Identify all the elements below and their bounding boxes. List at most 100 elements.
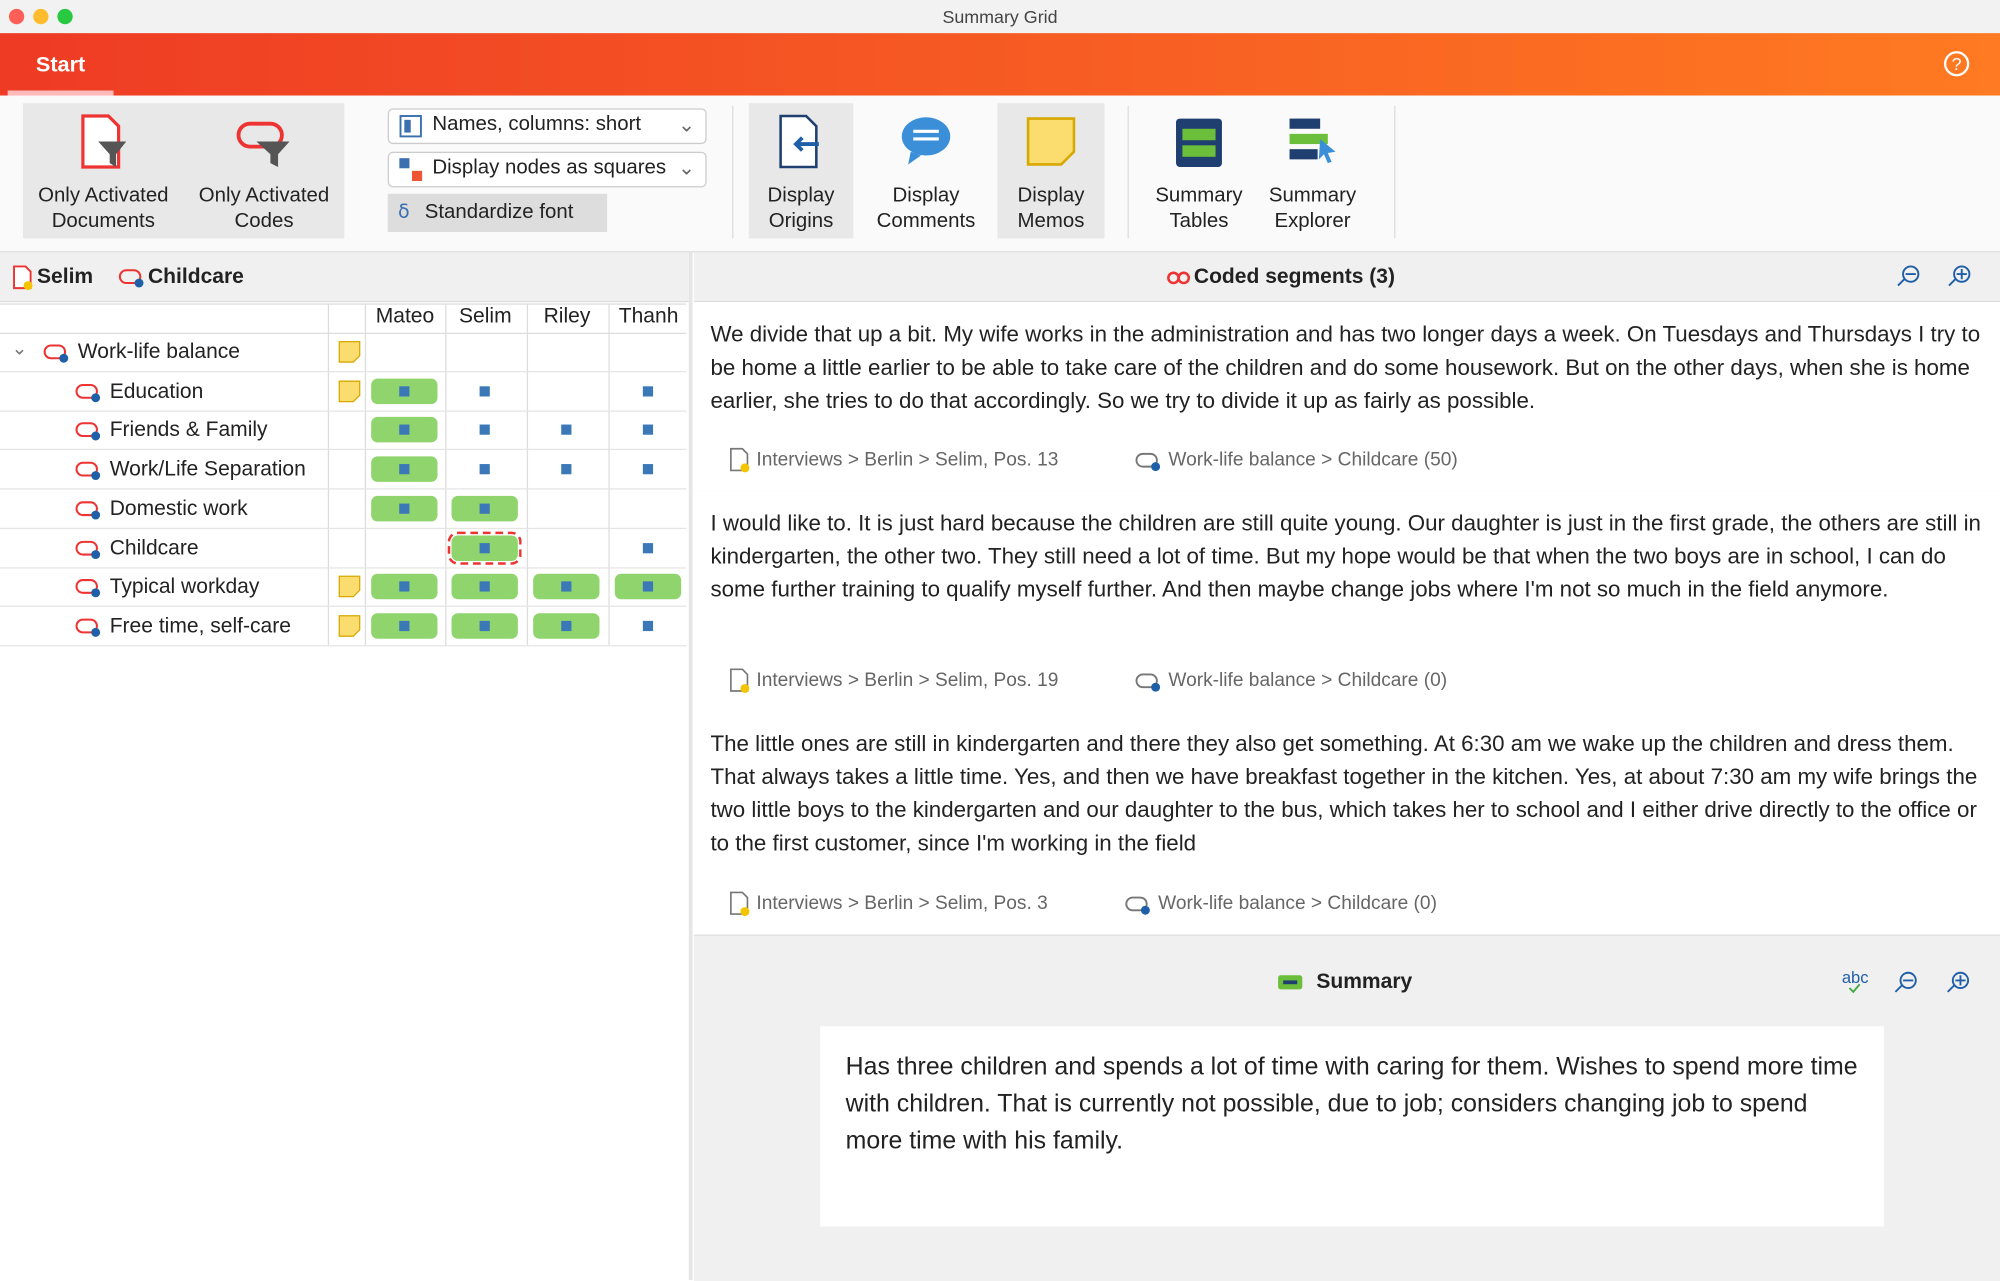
code-icon <box>75 616 103 645</box>
dropdown-nodes[interactable]: Display nodes as squares ⌄ <box>387 151 707 188</box>
column-header[interactable]: Riley <box>543 304 591 328</box>
segment-square <box>642 542 654 553</box>
grid-row[interactable]: Free time, self-care <box>0 607 687 647</box>
code-label: Childcare <box>109 536 199 560</box>
filter-group <box>22 103 345 239</box>
ribbon-button[interactable]: Only Activated Documents <box>26 113 182 240</box>
ribbon-button[interactable]: Only Activated Codes <box>186 113 342 240</box>
grid-column-divider <box>608 303 610 646</box>
button-label: Codes <box>234 210 294 233</box>
button-label: Only Activated <box>198 184 330 207</box>
ribbon-button[interactable]: Display Origins <box>749 113 854 240</box>
segment-square <box>642 425 654 436</box>
coded-segment[interactable]: We divide that up a bit. My wife works i… <box>693 302 2000 498</box>
segment-square <box>642 464 654 475</box>
segment-square <box>642 620 654 631</box>
ribbon-button[interactable]: Display Memos <box>997 113 1104 240</box>
grid-row[interactable]: ⌄ Work-life balance <box>0 333 687 373</box>
segments-title: Coded segments (3) <box>1193 265 1396 289</box>
code-label: Work/Life Separation <box>109 457 306 481</box>
coded-segment[interactable]: I would like to. It is just hard because… <box>693 490 2000 718</box>
button-label: Origins <box>768 210 834 233</box>
ribbon-button[interactable]: Summary Tables <box>1142 113 1257 240</box>
source-icon <box>728 447 751 479</box>
segment-text: I would like to. It is just hard because… <box>710 509 1981 602</box>
zoom-buttons[interactable] <box>1895 263 1984 291</box>
document-name: Selim <box>36 265 94 289</box>
button-label: Only Activated <box>38 184 169 207</box>
segment-square <box>561 425 572 436</box>
grid-row[interactable]: Education <box>0 372 687 412</box>
grid-row[interactable]: Typical workday <box>0 568 687 608</box>
code-icon <box>75 498 103 527</box>
button-icon <box>749 113 854 178</box>
grid-column-divider <box>526 303 529 646</box>
summary-grid: Mateo Selim Riley Thanh ⌄ Work-life balance Ed… <box>0 303 687 647</box>
button-label: Tables <box>1169 210 1229 233</box>
segment-square <box>561 464 572 475</box>
button-icon <box>1142 113 1257 178</box>
column-header[interactable]: Mateo <box>375 304 435 328</box>
segment-square <box>399 581 410 592</box>
code-label: Education <box>109 379 204 403</box>
segment-square <box>399 425 410 436</box>
segment-square <box>399 503 410 514</box>
code-icon <box>43 342 71 371</box>
ribbon-button[interactable]: Summary Explorer <box>1255 113 1370 240</box>
segment-square <box>399 620 410 631</box>
segment-square <box>561 620 572 631</box>
column-header[interactable]: Thanh <box>618 304 679 328</box>
grid-column-divider <box>364 303 367 646</box>
button-icon <box>26 113 182 178</box>
dropdown-label: Display nodes as squares <box>432 156 667 179</box>
segment-code[interactable]: Work-life balance > Childcare (0) <box>1158 892 1437 915</box>
memo-column-divider <box>327 303 330 646</box>
column-header[interactable]: Selim <box>459 304 512 328</box>
segment-source[interactable]: Interviews > Berlin > Selim, Pos. 13 <box>756 448 1059 471</box>
grid-row[interactable]: Work/Life Separation <box>0 450 687 490</box>
button-label: Display <box>892 184 960 207</box>
button-icon <box>997 113 1104 178</box>
segment-code[interactable]: Work-life balance > Childcare (0) <box>1168 669 1448 691</box>
button-label: Summary <box>1268 184 1357 207</box>
tab-start[interactable]: Start <box>7 33 114 96</box>
summary-tools[interactable]: abc <box>1839 968 1984 999</box>
title-bar: Summary Grid <box>0 0 2000 34</box>
coded-segment[interactable]: The little ones are still in kindergarte… <box>693 711 2000 941</box>
segment-code[interactable]: Work-life balance > Childcare (50) <box>1168 448 1458 471</box>
grid-row[interactable]: Friends & Family <box>0 411 687 451</box>
code-icon <box>1135 671 1163 700</box>
memo-icon <box>338 575 361 604</box>
segments-header: Coded segments (3) <box>693 252 2000 303</box>
button-icon <box>1255 113 1370 178</box>
dropdown-names[interactable]: Names, columns: short ⌄ <box>387 108 707 145</box>
code-icon <box>75 381 103 410</box>
window-title: Summary Grid <box>942 6 1058 27</box>
grid-row[interactable]: Childcare <box>0 528 687 568</box>
code-label: Work-life balance <box>77 340 241 364</box>
segment-square <box>561 581 572 592</box>
standardize-font[interactable]: ẟ Standardize font <box>387 193 608 233</box>
segment-source[interactable]: Interviews > Berlin > Selim, Pos. 3 <box>756 892 1048 915</box>
svg-text:?: ? <box>1952 54 1962 74</box>
grid-row[interactable]: Domestic work <box>0 489 687 529</box>
segment-square <box>399 385 410 397</box>
segment-source[interactable]: Interviews > Berlin > Selim, Pos. 19 <box>756 669 1059 691</box>
grid-panel: Selim Childcare Mateo Selim Riley Thanh ⌄ Wor… <box>0 252 693 1280</box>
code-name: Childcare <box>147 265 244 289</box>
code-label: Free time, self-care <box>109 614 291 638</box>
code-icon <box>75 576 103 605</box>
segment-square <box>479 385 490 397</box>
segment-square <box>399 464 410 475</box>
code-icon <box>1125 894 1153 923</box>
help-icon[interactable]: ? <box>1941 48 1972 79</box>
ribbon-button[interactable]: Display Comments <box>862 113 990 240</box>
ribbon: Names, columns: short ⌄ Display nodes as … <box>0 95 2000 253</box>
window-controls[interactable] <box>0 0 89 33</box>
code-label: Domestic work <box>109 496 248 520</box>
segment-square <box>479 503 490 514</box>
code-label: Typical workday <box>109 575 260 599</box>
segment-square <box>479 464 490 475</box>
button-label: Summary <box>1155 184 1243 207</box>
